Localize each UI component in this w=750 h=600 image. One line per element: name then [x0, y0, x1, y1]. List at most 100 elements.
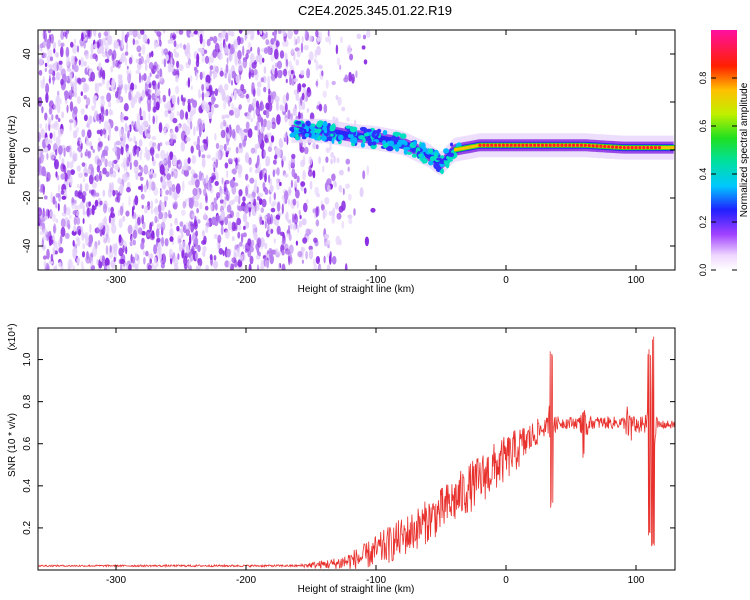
- noise-speck: [85, 104, 88, 109]
- noise-speck: [188, 260, 191, 268]
- noise-speck: [288, 198, 290, 206]
- noise-speck: [337, 96, 342, 106]
- noise-speck: [179, 109, 185, 120]
- noise-speck: [72, 43, 78, 54]
- noise-speck: [82, 218, 85, 224]
- noise-speck: [249, 255, 254, 265]
- y-tick-label: 0.8: [22, 394, 33, 408]
- noise-speck: [214, 202, 218, 211]
- noise-speck: [284, 248, 290, 255]
- x-tick-label: -300: [106, 575, 126, 586]
- signal-blob: [386, 145, 394, 152]
- noise-speck: [173, 40, 177, 48]
- noise-speck: [182, 98, 186, 106]
- y-tick-label: 1.0: [22, 352, 33, 366]
- noise-speck: [270, 74, 276, 80]
- noise-speck: [170, 223, 173, 228]
- noise-speck: [233, 39, 239, 50]
- noise-speck: [196, 207, 200, 214]
- signal-blob: [324, 129, 328, 134]
- noise-speck: [268, 174, 271, 184]
- noise-speck: [362, 170, 366, 180]
- noise-speck: [220, 225, 224, 235]
- noise-speck: [89, 189, 91, 194]
- noise-speck: [75, 152, 78, 161]
- noise-speck: [265, 31, 268, 39]
- noise-speck: [47, 116, 51, 125]
- noise-speck: [163, 48, 169, 56]
- noise-speck: [233, 247, 236, 259]
- noise-speck: [78, 59, 81, 66]
- noise-speck: [146, 232, 151, 238]
- noise-speck: [82, 177, 86, 183]
- signal-peak: [540, 143, 545, 147]
- noise-speck: [238, 104, 242, 110]
- noise-speck: [210, 256, 213, 266]
- signal-blob: [295, 133, 299, 141]
- noise-speck: [291, 69, 294, 75]
- noise-speck: [72, 106, 78, 115]
- noise-speck: [97, 41, 100, 49]
- noise-speck: [98, 222, 104, 230]
- noise-speck: [194, 236, 199, 247]
- noise-speck: [145, 250, 149, 257]
- noise-speck: [102, 69, 106, 81]
- noise-speck: [214, 42, 220, 53]
- noise-speck: [195, 251, 199, 261]
- noise-speck: [237, 147, 242, 154]
- noise-speck: [127, 137, 133, 142]
- noise-speck: [348, 218, 353, 225]
- noise-speck: [202, 229, 205, 237]
- noise-speck: [250, 147, 256, 154]
- noise-speck: [247, 158, 252, 166]
- noise-speck: [274, 67, 278, 79]
- noise-speck: [278, 250, 282, 256]
- noise-speck: [233, 89, 237, 101]
- noise-speck: [269, 141, 273, 147]
- noise-speck: [98, 32, 102, 39]
- noise-speck: [180, 232, 184, 239]
- noise-speck: [345, 158, 351, 165]
- noise-speck: [171, 184, 176, 193]
- noise-speck: [44, 112, 48, 121]
- noise-speck: [302, 170, 306, 181]
- noise-speck: [153, 39, 157, 49]
- noise-speck: [341, 106, 346, 112]
- noise-speck: [104, 42, 109, 52]
- noise-speck: [49, 210, 54, 218]
- noise-speck: [201, 55, 205, 63]
- noise-speck: [119, 205, 124, 216]
- noise-speck: [253, 68, 258, 76]
- noise-speck: [70, 169, 75, 176]
- signal-peak: [548, 143, 552, 147]
- spectrogram-x-label: Height of straight line (km): [298, 284, 415, 295]
- noise-speck: [83, 95, 88, 100]
- signal-blob: [439, 155, 445, 159]
- noise-speck: [77, 145, 83, 153]
- noise-speck: [73, 64, 79, 73]
- signal-peak: [529, 143, 533, 147]
- noise-speck: [134, 195, 139, 206]
- noise-speck: [139, 30, 145, 35]
- noise-speck: [316, 193, 320, 198]
- noise-speck: [109, 244, 112, 253]
- noise-speck: [285, 78, 288, 84]
- noise-speck: [200, 144, 205, 153]
- signal-peak: [646, 146, 650, 150]
- noise-speck: [110, 110, 114, 116]
- noise-speck: [196, 53, 200, 64]
- noise-speck: [95, 174, 100, 183]
- noise-speck: [131, 120, 134, 127]
- noise-speck: [225, 150, 230, 155]
- noise-speck: [149, 146, 155, 157]
- noise-speck: [219, 144, 224, 151]
- colorbar-tick-label: 0.8: [698, 72, 708, 85]
- noise-speck: [301, 83, 307, 88]
- noise-speck: [43, 195, 48, 200]
- noise-speck: [221, 212, 225, 218]
- noise-speck: [183, 44, 186, 50]
- noise-speck: [185, 221, 189, 231]
- noise-speck: [270, 135, 275, 143]
- noise-speck: [72, 130, 78, 139]
- noise-speck: [292, 198, 297, 206]
